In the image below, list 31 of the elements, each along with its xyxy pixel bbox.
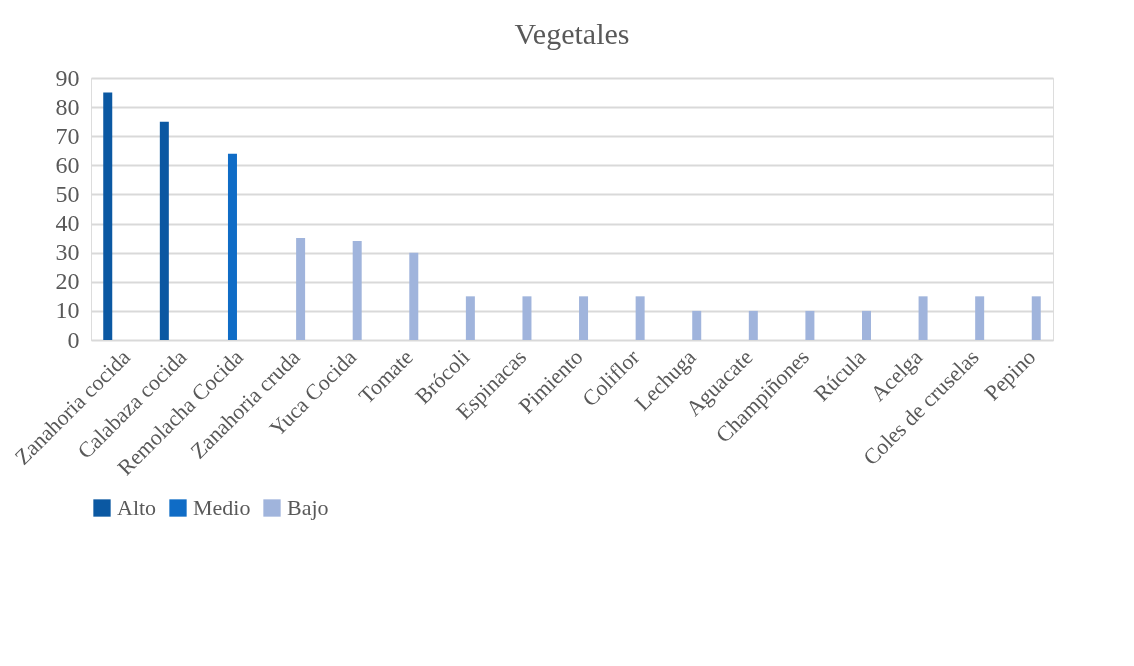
bar <box>352 241 362 340</box>
bar <box>159 121 169 340</box>
bar <box>227 153 237 340</box>
y-tick-label: 60 <box>55 151 80 178</box>
y-tick-label: 30 <box>55 239 80 266</box>
bar <box>861 310 871 340</box>
bar <box>579 296 589 340</box>
bar <box>103 92 113 340</box>
y-tick-label: 0 <box>67 326 80 353</box>
y-tick-label: 40 <box>55 210 80 237</box>
legend-label: Medio <box>193 495 251 520</box>
y-tick-label: 80 <box>55 93 80 120</box>
bar <box>465 296 475 340</box>
legend-label: Bajo <box>287 495 329 520</box>
bar <box>635 296 645 340</box>
y-tick-label: 50 <box>55 180 80 207</box>
bar <box>409 252 419 340</box>
bar <box>692 310 702 340</box>
y-tick-label: 10 <box>55 297 80 324</box>
bar <box>748 310 758 340</box>
bar <box>918 296 928 340</box>
bar <box>975 296 985 340</box>
y-tick-label: 90 <box>55 64 80 91</box>
y-tick-label: 70 <box>55 122 80 149</box>
bar <box>1031 296 1041 340</box>
bar <box>296 238 306 340</box>
chart-title: Vegetales <box>514 17 630 50</box>
y-tick-label: 20 <box>55 268 80 295</box>
bar <box>805 310 815 340</box>
legend-label: Alto <box>117 495 157 520</box>
bar <box>522 296 532 340</box>
